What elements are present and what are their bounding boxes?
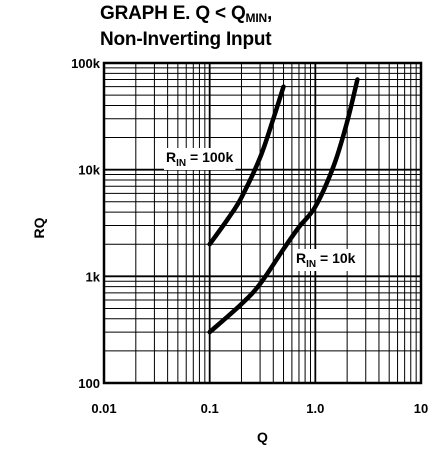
y-tick-label: 100k — [71, 56, 101, 71]
annotations: RIN = 100k RIN = 10k — [164, 148, 358, 271]
x-tick-label: 0.1 — [201, 401, 219, 416]
series-line-2 — [207, 77, 360, 335]
y-tick-label: 1k — [86, 269, 101, 284]
series-label-bg — [294, 249, 358, 271]
title-line-1: GRAPH E. Q < QMIN, — [100, 3, 273, 25]
x-tick-label: 10 — [414, 401, 428, 416]
x-tick-label: 0.01 — [91, 401, 116, 416]
chart-title: GRAPH E. Q < QMIN, Non-Inverting Input — [100, 3, 400, 51]
series-label-bg — [164, 148, 236, 170]
series-layer — [207, 77, 360, 335]
x-tick-label: 1.0 — [306, 401, 324, 416]
y-axis-label: RQ — [31, 217, 47, 238]
grid — [103, 63, 421, 384]
y-tick-label: 10k — [78, 163, 100, 178]
series-label-2: RIN = 10k — [296, 250, 356, 270]
series-label-1: RIN = 100k — [166, 149, 233, 169]
title-line-2: Non-Inverting Input — [100, 29, 272, 50]
x-axis-label: Q — [257, 429, 268, 445]
series-line-1 — [207, 84, 286, 247]
plot-frame — [102, 61, 423, 385]
tick-labels: 0.01 0.1 1.0 10 100 1k 10k 100k — [71, 56, 428, 416]
y-tick-label: 100 — [78, 376, 100, 391]
